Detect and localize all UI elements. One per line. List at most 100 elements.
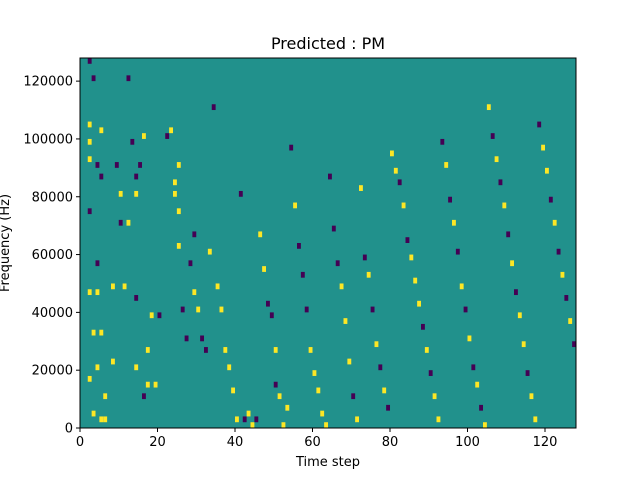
heatmap-cell xyxy=(126,219,131,226)
heatmap-cell xyxy=(517,312,522,319)
heatmap-cell xyxy=(149,312,154,319)
heatmap-cell xyxy=(374,341,379,348)
heatmap-cell xyxy=(122,283,127,290)
heatmap-cell xyxy=(494,156,499,163)
x-tick-label: 100 xyxy=(455,435,480,450)
heatmap-cell xyxy=(328,173,332,180)
heatmap-cell xyxy=(452,219,456,226)
heatmap-cell xyxy=(99,416,104,423)
heatmap-cell xyxy=(103,393,108,400)
heatmap-cell xyxy=(432,393,437,400)
heatmap-cell xyxy=(355,416,360,423)
heatmap-cell xyxy=(99,173,104,180)
heatmap-cell xyxy=(173,190,177,197)
heatmap-cell xyxy=(130,138,135,145)
heatmap-cell xyxy=(386,404,391,411)
heatmap-cell xyxy=(366,271,371,278)
heatmap-cell xyxy=(138,162,143,168)
heatmap-cell xyxy=(223,347,228,353)
heatmap-cell xyxy=(409,254,414,261)
heatmap-cell xyxy=(145,347,150,353)
heatmap-cell xyxy=(308,347,313,353)
heatmap-cell xyxy=(87,58,92,64)
heatmap-cell xyxy=(165,133,170,139)
heatmap-cell xyxy=(99,127,104,134)
heatmap-cell xyxy=(490,133,495,139)
heatmap-cell xyxy=(417,300,422,307)
heatmap-cell xyxy=(293,202,298,209)
heatmap-cell xyxy=(114,162,119,168)
heatmap-cell xyxy=(157,312,162,319)
heatmap-cell xyxy=(475,381,480,388)
heatmap-cell xyxy=(95,260,100,267)
heatmap-cell xyxy=(215,283,220,290)
heatmap-cell xyxy=(262,266,267,272)
heatmap-cell xyxy=(184,335,189,342)
heatmap-cell xyxy=(134,190,139,197)
heatmap-cell xyxy=(211,104,216,111)
x-tick-label: 40 xyxy=(227,435,244,450)
x-tick-label: 60 xyxy=(304,435,321,450)
heatmap-cell xyxy=(188,260,193,267)
x-axis: 0 20 40 60 80 100 120 xyxy=(76,428,558,450)
heatmap-cell xyxy=(521,341,526,348)
heatmap-cell xyxy=(192,231,197,238)
heatmap-cell xyxy=(568,318,573,324)
heatmap-cell xyxy=(331,225,336,232)
heatmap-cell xyxy=(87,208,92,215)
heatmap-cell xyxy=(564,295,569,301)
heatmap-cell xyxy=(111,358,115,365)
heatmap-cell xyxy=(514,289,518,296)
heatmap-cell xyxy=(118,219,123,226)
heatmap-cell xyxy=(180,306,185,313)
heatmap-cell xyxy=(246,410,251,417)
heatmap-cell xyxy=(297,243,301,249)
heatmap-cell xyxy=(134,173,139,180)
heatmap-cell xyxy=(176,208,181,215)
heatmap-cell xyxy=(393,167,398,174)
heatmap-cell xyxy=(486,104,491,111)
heatmap-background xyxy=(80,58,576,428)
heatmap-cell xyxy=(91,410,96,417)
heatmap-cell xyxy=(258,231,263,238)
plot-area xyxy=(79,57,577,429)
heatmap-cell xyxy=(444,162,449,168)
plot-frame xyxy=(79,57,577,429)
x-tick-label: 20 xyxy=(149,435,166,450)
x-tick-label: 120 xyxy=(533,435,558,450)
heatmap-cell xyxy=(200,335,205,342)
heatmap-cell xyxy=(382,387,387,394)
x-tick-label: 0 xyxy=(76,435,84,450)
heatmap-cell xyxy=(192,289,197,296)
heatmap-cell xyxy=(405,237,410,243)
heatmap-cell xyxy=(118,190,123,197)
y-tick-label: 40000 xyxy=(32,306,73,321)
y-tick-label: 80000 xyxy=(32,190,73,205)
heatmap-cell xyxy=(440,138,445,145)
heatmap-cell xyxy=(95,162,100,168)
heatmap-cell xyxy=(242,416,247,423)
heatmap-cell xyxy=(324,422,329,428)
heatmap-cell xyxy=(362,254,367,261)
heatmap-cell xyxy=(560,271,565,278)
heatmap-cell xyxy=(173,179,177,186)
heatmap-cell xyxy=(169,127,174,134)
heatmap-cell xyxy=(87,375,92,382)
x-axis-label: Time step xyxy=(295,455,360,470)
heatmap-cell xyxy=(207,248,212,255)
heatmap-cell xyxy=(413,277,418,284)
heatmap-cell xyxy=(351,393,356,400)
heatmap-cell xyxy=(87,156,92,163)
heatmap-cell xyxy=(277,393,282,400)
heatmap-cell xyxy=(448,196,453,203)
heatmap-cell xyxy=(537,121,542,128)
heatmap-cell xyxy=(316,387,321,394)
heatmap-cell xyxy=(111,283,115,290)
heatmap-cell xyxy=(176,162,181,168)
heatmap-cell xyxy=(378,364,383,371)
heatmap-cell xyxy=(238,190,243,197)
heatmap-cell xyxy=(281,422,286,428)
heatmap-cell xyxy=(421,323,425,330)
heatmap-cell xyxy=(91,329,96,336)
